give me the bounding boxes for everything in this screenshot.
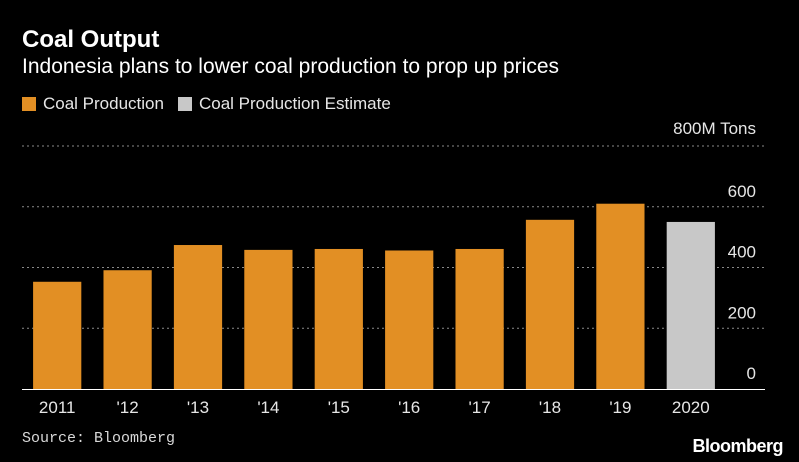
bar-production-7 — [525, 219, 575, 389]
x-tick-label-5: '16 — [398, 398, 420, 417]
chart-legend: Coal Production Coal Production Estimate — [22, 94, 405, 114]
bar-production-0 — [33, 281, 82, 389]
bloomberg-logo: Bloomberg — [692, 436, 783, 456]
bar-production-8 — [596, 203, 645, 389]
chart-title: Coal Output — [22, 26, 160, 53]
bar-production-2 — [173, 245, 223, 389]
bar-production-5 — [385, 250, 434, 389]
bar-production-1 — [103, 270, 152, 389]
legend-item-estimate: Coal Production Estimate — [177, 94, 391, 114]
legend-label-estimate: Coal Production Estimate — [198, 94, 391, 113]
x-tick-label-6: '17 — [469, 398, 491, 417]
source-note: Source: Bloomberg — [22, 430, 176, 447]
y-tick-label-200: 200 — [728, 303, 756, 322]
y-unit-label: 800M Tons — [673, 119, 756, 138]
x-tick-label-3: '14 — [257, 398, 279, 417]
x-tick-label-1: '12 — [117, 398, 139, 417]
legend-item-production: Coal Production — [22, 94, 164, 114]
legend-swatch-production — [22, 97, 36, 111]
y-tick-label-600: 600 — [728, 182, 756, 201]
bar-production-6 — [455, 248, 504, 389]
bar-estimate-9 — [666, 221, 715, 389]
bar-production-3 — [244, 249, 293, 389]
x-tick-label-0: 2011 — [39, 398, 76, 417]
x-tick-label-4: '15 — [328, 398, 350, 417]
y-tick-label-0: 0 — [747, 364, 756, 383]
x-tick-label-9: 2020 — [672, 398, 710, 417]
x-tick-label-7: '18 — [539, 398, 561, 417]
bar-production-4 — [314, 248, 363, 389]
chart-subtitle: Indonesia plans to lower coal production… — [22, 55, 559, 78]
legend-label-production: Coal Production — [43, 94, 164, 113]
x-tick-label-8: '19 — [609, 398, 631, 417]
legend-swatch-estimate — [177, 97, 192, 111]
y-tick-label-400: 400 — [728, 243, 756, 262]
x-tick-label-2: '13 — [187, 398, 209, 417]
